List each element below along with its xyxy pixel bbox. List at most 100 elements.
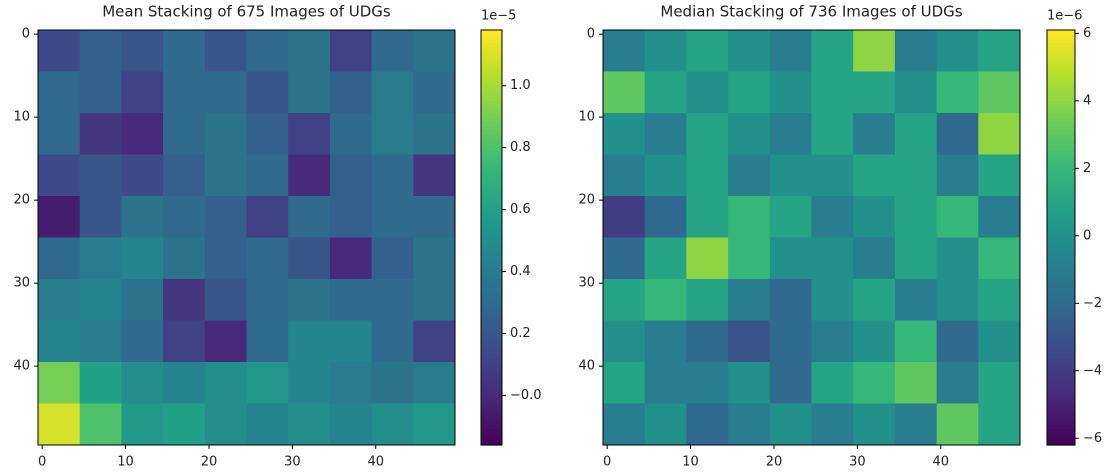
heatmap-cell [121, 362, 164, 404]
heatmap-cell [853, 196, 896, 238]
heatmap-cell [329, 154, 373, 197]
heatmap-cell [936, 196, 979, 238]
heatmap-cell [769, 237, 812, 280]
heatmap-cell [686, 320, 729, 363]
colorbar-gradient [1047, 34, 1075, 39]
colorbar-gradient [481, 50, 502, 56]
colorbar-gradient [481, 303, 502, 309]
colorbar-tick-label: 2 [1083, 161, 1091, 176]
heatmap-cell [728, 237, 771, 280]
colorbar-gradient [1047, 366, 1075, 371]
colorbar-tick-label: 0 [1083, 228, 1091, 243]
heatmap-cell [288, 71, 331, 114]
heatmap-cell [371, 71, 414, 114]
colorbar-gradient [481, 440, 502, 446]
heatmap-cell [329, 403, 373, 446]
heatmap-cell [769, 196, 812, 238]
colorbar-gradient [481, 415, 502, 421]
x-tick-label: 10 [117, 455, 134, 470]
colorbar-gradient [481, 104, 502, 110]
colorbar-frame [1046, 29, 1076, 446]
heatmap-cell [686, 279, 729, 321]
colorbar-tick-label: 0.8 [510, 140, 531, 155]
colorbar-gradient [1047, 137, 1075, 143]
colorbar-gradient [1047, 415, 1075, 421]
heatmap-cell [894, 30, 938, 72]
colorbar-gradient [481, 129, 502, 135]
heatmap-cell [288, 279, 331, 321]
heatmap-cell [728, 279, 771, 321]
heatmap-cell [978, 403, 1021, 446]
colorbar-gradient [1047, 254, 1075, 259]
colorbar-gradient [1047, 171, 1075, 176]
colorbar-gradient [481, 113, 502, 118]
colorbar-gradient [1047, 88, 1075, 93]
colorbar-gradient [481, 96, 502, 102]
colorbar-tick-label: 0.2 [510, 326, 531, 341]
heatmap-cell [811, 403, 854, 446]
colorbar-gradient [481, 391, 502, 396]
heatmap-cell [978, 362, 1021, 404]
x-tick-label: 30 [284, 455, 301, 470]
colorbar-gradient [1047, 440, 1075, 446]
heatmap-cell [329, 71, 373, 114]
colorbar-gradient [1047, 374, 1075, 380]
heatmap-cell [936, 279, 979, 321]
heatmap-cell [769, 154, 812, 197]
heatmap-cell [121, 113, 164, 155]
colorbar-gradient [481, 216, 502, 222]
colorbar-tick-label: 1.0 [510, 78, 531, 93]
heatmap-cell [288, 196, 331, 238]
heatmap-cell [728, 362, 771, 404]
heatmap-cell [811, 237, 854, 280]
colorbar-gradient [481, 71, 502, 77]
heatmap-cell [811, 113, 854, 155]
heatmap-cell [204, 237, 247, 280]
heatmap-cell [603, 71, 646, 114]
colorbar-gradient [1047, 320, 1075, 326]
colorbar-gradient [481, 424, 502, 429]
colorbar-gradient [1047, 386, 1075, 392]
heatmap-cell [769, 30, 812, 72]
heatmap-cell [163, 237, 206, 280]
heatmap-cell [978, 196, 1021, 238]
colorbar-frame [480, 29, 503, 446]
heatmap-cell [371, 30, 414, 72]
heatmap-cell [413, 30, 456, 72]
colorbar-gradient [1047, 100, 1075, 106]
colorbar-gradient [1047, 337, 1075, 342]
heatmap-cell [603, 320, 646, 363]
heatmap-cell [288, 237, 331, 280]
colorbar-gradient [1047, 212, 1075, 218]
heatmap-cell [603, 362, 646, 404]
heatmap-cell [936, 154, 979, 197]
colorbar-gradient [481, 34, 502, 39]
heatmap-cell [38, 403, 81, 446]
heatmap-cell [371, 320, 414, 363]
colorbar-gradient [1047, 196, 1075, 201]
colorbar-gradient [481, 420, 502, 425]
heatmap-cell [936, 237, 979, 280]
colorbar-gradient [481, 133, 502, 139]
colorbar-tick-label: −2 [1083, 296, 1102, 311]
colorbar-gradient [481, 291, 502, 297]
heatmap-cell [978, 154, 1021, 197]
colorbar-tick-label: 0.4 [510, 264, 531, 279]
colorbar-gradient [1047, 54, 1075, 60]
colorbar-gradient [481, 171, 502, 176]
heatmap-cell [644, 320, 687, 363]
y-tick-label: 10 [13, 110, 30, 125]
colorbar-gradient [481, 270, 502, 276]
heatmap-cell [728, 113, 771, 155]
colorbar-offset-label: 1e−5 [481, 9, 516, 24]
heatmap-cell [121, 403, 164, 446]
colorbar-gradient [1047, 308, 1075, 313]
heatmap-cell [329, 30, 373, 72]
colorbar-gradient [1047, 266, 1075, 272]
colorbar-gradient [1047, 362, 1075, 367]
colorbar-gradient [481, 137, 502, 143]
heatmap-cell [644, 362, 687, 404]
colorbar-gradient [1047, 407, 1075, 413]
y-tick-label: 40 [13, 359, 30, 374]
x-tick-label: 20 [201, 455, 218, 470]
